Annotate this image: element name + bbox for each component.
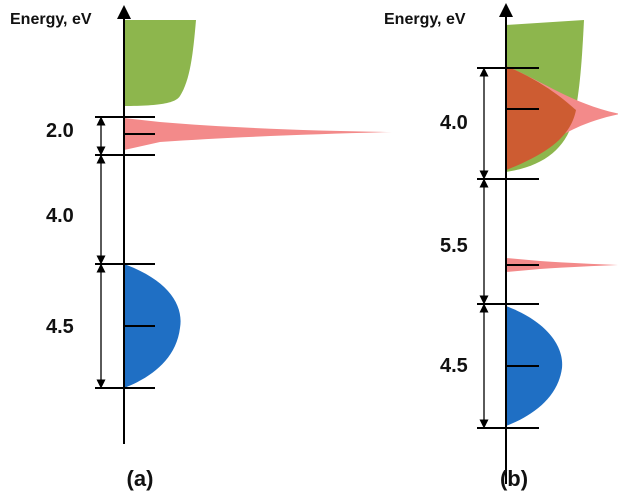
- defect-band-shape: [506, 258, 618, 272]
- conduction-band-shape: [124, 20, 196, 106]
- axis-title: Energy, eV: [10, 11, 92, 28]
- gap-label: 4.0: [46, 205, 74, 227]
- gap-label: 5.5: [440, 235, 468, 257]
- gap-label: 4.5: [440, 355, 468, 377]
- axis-title: Energy, eV: [384, 11, 466, 28]
- defect-band-shape: [124, 118, 392, 150]
- panel-label: (a): [127, 466, 154, 491]
- overlap-band-shape: [506, 66, 576, 170]
- gap-label: 4.5: [46, 316, 74, 338]
- panel-a: 2.0 4.0 4.5 Energy, eV (a): [10, 5, 392, 491]
- panel-label: (b): [500, 466, 528, 491]
- gap-label: 4.0: [440, 112, 468, 134]
- gap-label: 2.0: [46, 120, 74, 142]
- panel-b: 4.0 5.5 4.5 Energy, eV (b): [384, 3, 618, 491]
